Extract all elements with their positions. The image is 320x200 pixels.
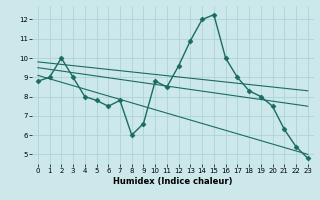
X-axis label: Humidex (Indice chaleur): Humidex (Indice chaleur) xyxy=(113,177,233,186)
